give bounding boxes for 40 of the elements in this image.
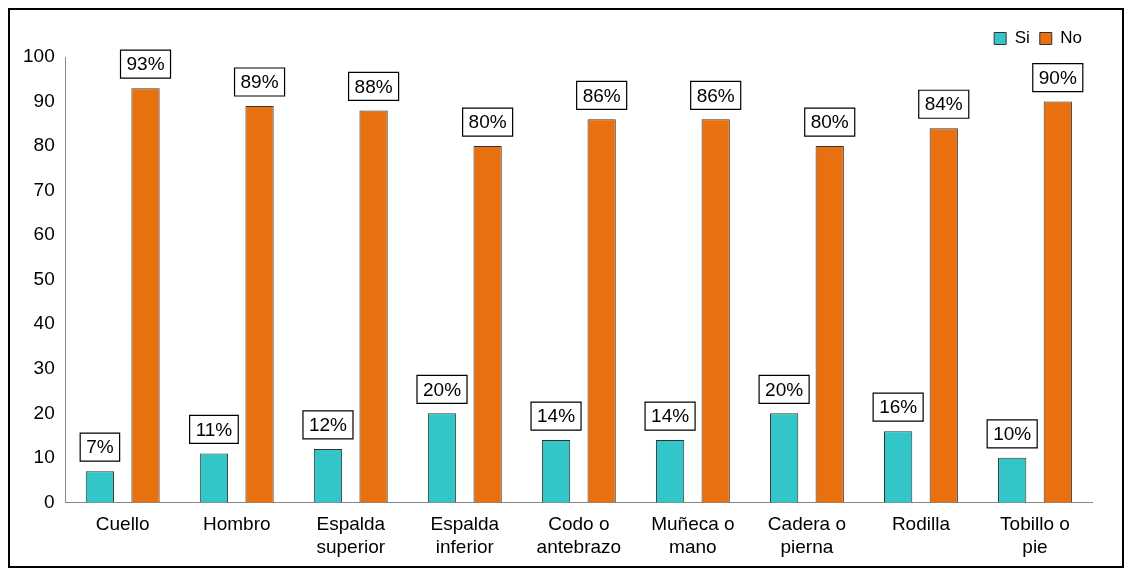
y-tick-label: 10: [33, 446, 55, 468]
legend-label: Si: [1014, 28, 1030, 48]
legend-label: No: [1060, 28, 1082, 48]
data-label: 10%: [993, 423, 1032, 445]
data-label: 20%: [765, 378, 804, 400]
data-label: 90%: [1038, 66, 1077, 88]
data-label: 14%: [537, 405, 576, 427]
y-tick-label: 40: [33, 312, 55, 334]
data-label: 88%: [354, 75, 393, 97]
data-label: 93%: [126, 53, 165, 75]
x-tick-label: Cuello: [95, 513, 150, 535]
x-tick-label: Espalda superior: [316, 513, 386, 557]
y-tick-label: 80: [33, 134, 55, 156]
data-label: 80%: [810, 111, 849, 133]
y-tick-label: 50: [33, 267, 55, 289]
data-label: 86%: [696, 84, 735, 106]
x-tick-label: Espalda inferior: [430, 513, 500, 557]
x-tick-label: Muñeca o mano: [651, 513, 735, 557]
data-label: 12%: [308, 414, 348, 436]
x-tick-label: Rodilla: [891, 513, 951, 535]
x-tick-label: Codo o antebrazo: [536, 513, 622, 557]
y-tick-label: 100: [23, 45, 55, 67]
x-tick-label: Tobillo o pie: [1000, 513, 1070, 557]
y-tick-label: 20: [33, 401, 55, 423]
y-tick-label: 70: [33, 178, 55, 200]
x-tick-label: Cadera o pierna: [767, 513, 846, 557]
data-label: 89%: [240, 71, 279, 93]
data-label: 20%: [422, 378, 462, 400]
data-label: 86%: [582, 84, 621, 106]
y-tick-label: 90: [33, 89, 55, 111]
y-tick-label: 0: [44, 490, 55, 512]
y-tick-label: 30: [33, 357, 55, 379]
data-label: 14%: [651, 405, 690, 427]
data-label: 11%: [195, 418, 233, 440]
data-label: 80%: [468, 111, 507, 133]
y-tick-label: 60: [33, 223, 55, 245]
data-label: 7%: [86, 436, 114, 458]
data-label: 84%: [924, 93, 963, 115]
x-tick-label: Hombro: [202, 513, 271, 535]
data-label: 16%: [879, 396, 918, 418]
